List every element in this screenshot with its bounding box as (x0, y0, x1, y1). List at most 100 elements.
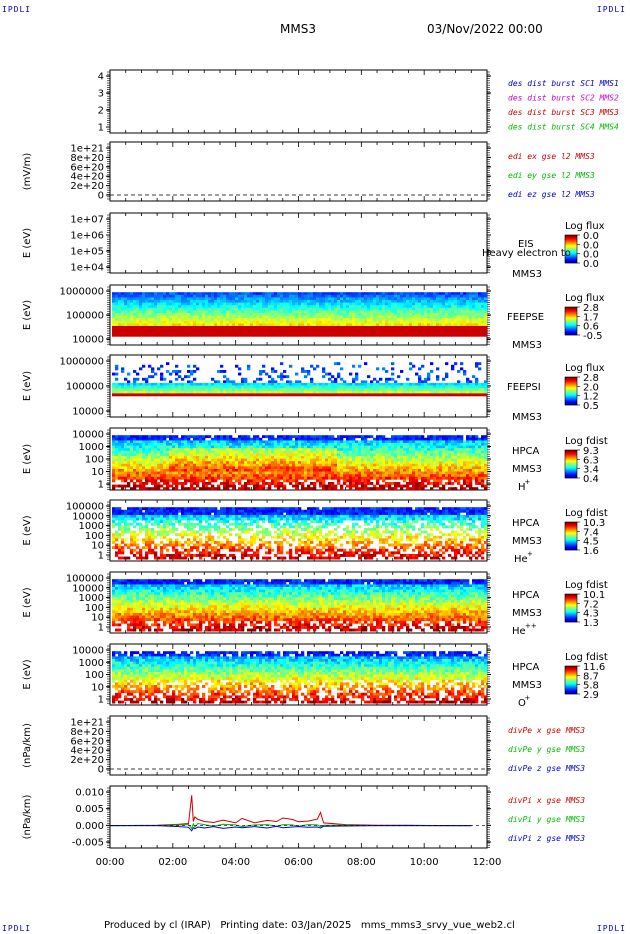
series-line (110, 825, 472, 832)
colorbar-tick-label: 1.7 (583, 312, 599, 323)
colorbar-tick-label: 9.3 (583, 446, 599, 457)
minor-ticks (107, 71, 490, 132)
xtick-label: 02:00 (158, 857, 187, 868)
colorbar-tick-label: 2.8 (583, 373, 599, 384)
species-charge: ++ (525, 622, 537, 630)
overlay-text: Heavy electron to (482, 248, 571, 259)
legend-entry: divPe x gse MMS3 (508, 726, 585, 735)
species-charge: + (525, 694, 531, 702)
instrument-label: MMS3 (512, 608, 542, 619)
colorbar-tick-label: 0.0 (583, 259, 599, 270)
colorbar (564, 234, 578, 264)
colorbar (564, 376, 578, 406)
legend-entry: des dist burst SC1 MMS1 (508, 79, 619, 88)
colorbar (564, 593, 578, 623)
minor-ticks (107, 787, 490, 848)
minor-ticks (107, 143, 490, 200)
ytick-label: 10000 (72, 583, 104, 594)
ytick-label: 1e+07 (70, 215, 104, 226)
xtick-label: 04:00 (221, 857, 250, 868)
ytick-label: 10000 (72, 646, 104, 657)
legend-entry: divPi y gse MMS3 (508, 815, 585, 824)
colorbar-title: Log flux (565, 221, 605, 232)
ytick-label: 1000000 (59, 287, 104, 298)
corner-label-bottom-left: IPDLI (2, 924, 32, 933)
corner-label-top-right: IPDLI (596, 5, 626, 14)
instrument-label: FEEPSE (507, 312, 544, 323)
y-axis-label: E (eV) (22, 300, 33, 330)
minor-ticks (107, 717, 490, 774)
y-axis-label: E (eV) (22, 228, 33, 258)
species-charge: + (527, 550, 533, 558)
colorbar-title: Log flux (565, 363, 605, 374)
y-axis-label: E (eV) (22, 587, 33, 617)
ytick-label: 1000 (79, 658, 104, 669)
ytick-label: 4e+20 (70, 172, 104, 183)
ytick-label: 10000 (72, 511, 104, 522)
legend-entry: des dist burst SC2 MMS2 (508, 94, 619, 103)
spectrogram (112, 292, 488, 337)
colorbar-tick-label: 0.0 (583, 231, 599, 242)
colorbar-tick-label: 5.8 (583, 681, 599, 692)
series-line (110, 822, 472, 830)
ytick-label: 100000 (66, 574, 104, 585)
instrument-label: MMS3 (512, 680, 542, 691)
instrument-label: MMS3 (512, 269, 542, 280)
colorbar (564, 449, 578, 479)
colorbar-tick-label: 10.1 (583, 590, 605, 601)
ytick-label: 10000 (72, 335, 104, 346)
colorbar-tick-label: 4.3 (583, 609, 599, 620)
series-line (109, 795, 472, 827)
ytick-label: 2e+20 (70, 181, 104, 192)
xtick-label: 10:00 (410, 857, 439, 868)
y-axis-label: (mV/m) (22, 153, 33, 191)
ytick-label: 6e+20 (70, 162, 104, 173)
minor-ticks (107, 645, 490, 704)
colorbar-tick-label: 1.6 (583, 546, 599, 557)
instrument-label: MMS3 (512, 536, 542, 547)
colorbar-tick-label: 0.5 (583, 401, 599, 412)
ytick-label: 1e+04 (70, 263, 104, 274)
ytick-label: 0 (98, 191, 104, 202)
ytick-label: 4e+20 (70, 746, 104, 757)
ytick-label: 10000 (72, 430, 104, 441)
ytick-label: 1000 (79, 593, 104, 604)
legend-entry: des dist burst SC4 MMS4 (508, 123, 619, 132)
colorbar-title: Log fdist (565, 508, 608, 519)
datetime-title: 03/Nov/2022 00:00 (427, 22, 543, 36)
ytick-label: 10 (91, 541, 104, 552)
spectrogram (112, 362, 488, 397)
instrument-label: EIS (518, 239, 534, 250)
colorbar-title: Log fdist (565, 580, 608, 591)
ytick-label: 100 (85, 670, 104, 681)
ytick-label: 3 (98, 89, 104, 100)
ytick-label: -0.005 (72, 838, 104, 849)
ytick-label: 10000 (72, 407, 104, 418)
instrument-label: MMS3 (512, 412, 542, 423)
colorbar-tick-label: 7.2 (583, 599, 599, 610)
colorbar-tick-label: 7.4 (583, 527, 599, 538)
footer-credits: Produced by cl (IRAP) Printing date: 03/… (104, 920, 515, 931)
ytick-label: 1e+06 (70, 231, 104, 242)
xtick-label: 00:00 (96, 857, 125, 868)
ytick-label: 0 (98, 765, 104, 776)
colorbar-tick-label: 2.0 (583, 382, 599, 393)
legend-entry: edi ez gse l2 MMS3 (508, 190, 595, 199)
colorbar-tick-label: 8.7 (583, 671, 599, 682)
species-charge: + (525, 478, 531, 486)
colorbar-title: Log fdist (565, 652, 608, 663)
ytick-label: 0.000 (75, 821, 104, 832)
colorbar-tick-label: 4.5 (583, 537, 599, 548)
colorbar-tick-label: 10.3 (583, 518, 605, 529)
ytick-label: 10 (91, 682, 104, 693)
xtick-label: 12:00 (473, 857, 502, 868)
colorbar-title: Log fdist (565, 436, 608, 447)
colorbar-tick-label: 1.2 (583, 392, 599, 403)
species-label: H (518, 482, 526, 493)
spectrogram (112, 579, 488, 632)
ytick-label: 0.005 (75, 804, 104, 815)
corner-label-top-left: IPDLI (2, 5, 32, 14)
ytick-label: 100000 (66, 311, 104, 322)
ytick-label: 1e+21 (70, 144, 104, 155)
minor-ticks (107, 286, 490, 345)
